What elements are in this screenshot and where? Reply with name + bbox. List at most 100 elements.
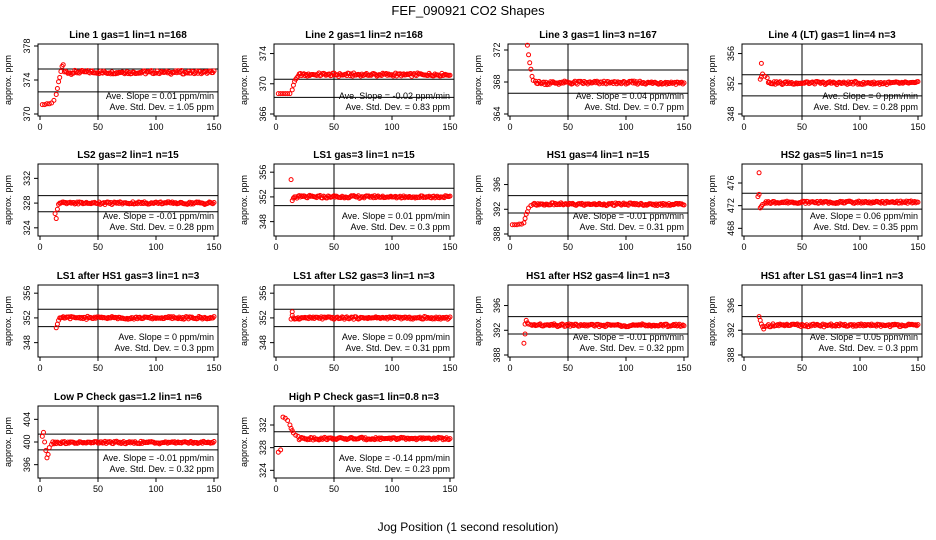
data-point bbox=[632, 202, 638, 208]
panel-frame bbox=[741, 163, 923, 237]
panel-frame bbox=[37, 284, 219, 358]
panel-title: HS1 after LS1 gas=4 lin=1 n=3 bbox=[761, 271, 904, 282]
panel: LS1 gas=3 lin=1 n=15 approx. ppm 0 50 100 150… bbox=[239, 150, 458, 252]
x-tick-label: 0 bbox=[273, 122, 278, 132]
panel-title: Line 1 gas=1 lin=1 n=168 bbox=[69, 30, 187, 41]
slope-annotation: Ave. Slope = 0.04 ppm/min bbox=[576, 91, 684, 101]
panel-title: LS1 after LS2 gas=3 lin=1 n=3 bbox=[293, 271, 435, 282]
x-tick-label: 50 bbox=[93, 122, 103, 132]
panel-title: Line 2 gas=1 lin=2 n=168 bbox=[305, 30, 423, 41]
x-tick-label: 50 bbox=[563, 363, 573, 373]
data-point bbox=[40, 429, 46, 435]
y-tick-label: 388 bbox=[726, 347, 736, 362]
x-tick-label: 150 bbox=[910, 363, 925, 373]
panel-title: LS1 gas=3 lin=1 n=15 bbox=[313, 150, 415, 161]
y-tick-label: 348 bbox=[258, 214, 268, 229]
data-point bbox=[54, 86, 60, 91]
y-tick-label: 370 bbox=[22, 106, 32, 121]
data-point bbox=[527, 60, 533, 66]
x-tick-label: 50 bbox=[329, 484, 339, 494]
y-axis-label: approx. ppm bbox=[707, 175, 717, 225]
y-tick-label: 332 bbox=[258, 417, 268, 432]
data-point bbox=[278, 447, 284, 453]
data-point bbox=[760, 324, 766, 330]
data-point bbox=[67, 199, 73, 205]
std-dev-annotation: Ave. Std. Dev. = 0.83 ppm bbox=[346, 102, 450, 112]
x-tick-label: 0 bbox=[37, 122, 42, 132]
y-tick-label: 324 bbox=[258, 463, 268, 478]
x-tick-label: 100 bbox=[852, 242, 867, 252]
y-axis-label: approx. ppm bbox=[3, 296, 13, 346]
data-point bbox=[282, 91, 288, 97]
data-point bbox=[42, 102, 48, 108]
data-point bbox=[424, 315, 430, 321]
data-point bbox=[764, 75, 770, 81]
x-tick-label: 50 bbox=[93, 363, 103, 373]
y-axis-label: approx. ppm bbox=[239, 296, 249, 346]
x-tick-label: 0 bbox=[37, 484, 42, 494]
data-point bbox=[895, 79, 901, 85]
x-tick-label: 0 bbox=[741, 363, 746, 373]
y-tick-label: 356 bbox=[258, 286, 268, 301]
panel-title: Line 4 (LT) gas=1 lin=4 n=3 bbox=[768, 30, 896, 41]
panel-frame bbox=[507, 163, 689, 237]
y-tick-label: 388 bbox=[492, 347, 502, 362]
data-point bbox=[530, 77, 536, 83]
panel: LS2 gas=2 lin=1 n=15 approx. ppm 0 50 100 150… bbox=[3, 150, 222, 252]
x-tick-label: 100 bbox=[384, 122, 399, 132]
x-tick-label: 100 bbox=[384, 484, 399, 494]
slope-annotation: Ave. Slope = 0 ppm/min bbox=[822, 91, 918, 101]
y-axis-label: approx. ppm bbox=[3, 55, 13, 105]
x-tick-label: 50 bbox=[797, 363, 807, 373]
y-axis-label: approx. ppm bbox=[239, 55, 249, 105]
y-tick-label: 328 bbox=[258, 440, 268, 455]
data-point bbox=[82, 200, 88, 206]
y-tick-label: 396 bbox=[492, 298, 502, 313]
y-tick-label: 328 bbox=[22, 196, 32, 211]
x-tick-label: 0 bbox=[507, 242, 512, 252]
data-point bbox=[606, 79, 612, 85]
data-point bbox=[53, 91, 59, 97]
y-axis-label: approx. ppm bbox=[707, 55, 717, 105]
y-axis-label: approx. ppm bbox=[3, 417, 13, 467]
y-axis-label: approx. ppm bbox=[239, 175, 249, 225]
data-point bbox=[287, 91, 293, 97]
data-point bbox=[914, 323, 920, 329]
data-point bbox=[401, 315, 407, 321]
x-tick-label: 150 bbox=[910, 122, 925, 132]
x-tick-label: 150 bbox=[206, 122, 221, 132]
std-dev-annotation: Ave. Std. Dev. = 0.28 ppm bbox=[814, 102, 918, 112]
figure-xlabel: Jog Position (1 second resolution) bbox=[378, 520, 559, 534]
y-tick-label: 396 bbox=[726, 298, 736, 313]
panel: HS1 after LS1 gas=4 lin=1 n=3 approx. ppm… bbox=[707, 271, 926, 373]
data-point bbox=[541, 79, 547, 85]
x-tick-label: 0 bbox=[273, 242, 278, 252]
std-dev-annotation: Ave. Std. Dev. = 0.28 ppm bbox=[110, 222, 214, 232]
data-point bbox=[211, 68, 217, 74]
y-tick-label: 392 bbox=[492, 202, 502, 217]
slope-annotation: Ave. Slope = 0 ppm/min bbox=[118, 332, 214, 342]
data-point bbox=[526, 52, 532, 58]
data-point bbox=[447, 193, 453, 199]
data-point bbox=[447, 314, 453, 320]
data-point bbox=[332, 194, 338, 200]
data-point bbox=[521, 220, 527, 226]
slope-annotation: Ave. Slope = 0.06 ppm/min bbox=[810, 211, 918, 221]
data-point bbox=[280, 91, 286, 97]
x-tick-label: 100 bbox=[148, 363, 163, 373]
data-point bbox=[210, 201, 216, 207]
y-tick-label: 476 bbox=[726, 175, 736, 190]
data-point bbox=[680, 81, 686, 87]
data-point bbox=[46, 101, 52, 107]
panel-frame bbox=[273, 163, 455, 237]
y-tick-label: 324 bbox=[22, 220, 32, 235]
data-point bbox=[147, 201, 153, 207]
data-point bbox=[211, 314, 217, 320]
data-point bbox=[526, 205, 532, 211]
y-tick-label: 396 bbox=[492, 177, 502, 192]
panel-frame bbox=[741, 43, 923, 117]
x-tick-label: 150 bbox=[206, 242, 221, 252]
data-point bbox=[447, 72, 453, 78]
data-point bbox=[408, 70, 414, 76]
data-point bbox=[278, 91, 284, 97]
